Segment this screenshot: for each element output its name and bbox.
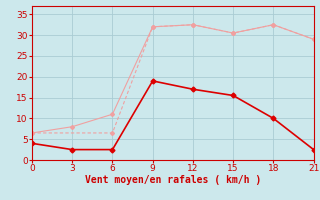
X-axis label: Vent moyen/en rafales ( km/h ): Vent moyen/en rafales ( km/h ) [85, 175, 261, 185]
